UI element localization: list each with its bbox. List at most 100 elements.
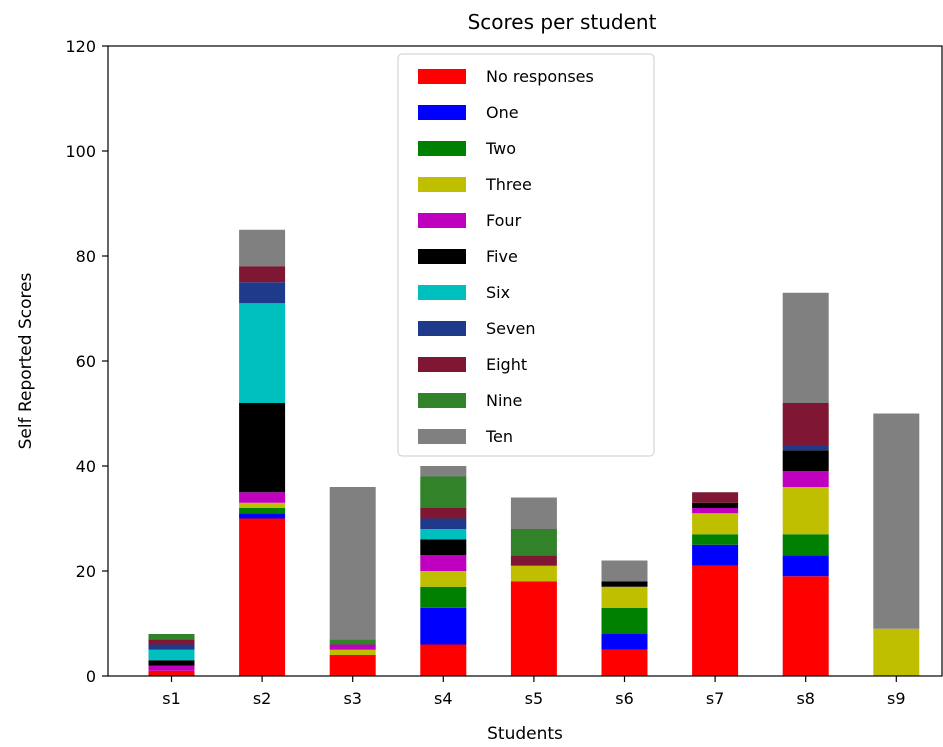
bar-s7-series-3 — [692, 534, 739, 545]
bar-s1-series-7 — [148, 649, 195, 661]
x-tick-label-s2: s2 — [253, 689, 272, 708]
bar-s6-series-11 — [601, 560, 648, 582]
legend-swatch-6 — [418, 249, 466, 264]
bar-s6-series-6 — [601, 581, 648, 587]
y-tick-label: 80 — [76, 247, 96, 266]
legend-swatch-11 — [418, 429, 466, 444]
chart-title: Scores per student — [468, 10, 657, 34]
bar-s5-series-10 — [510, 529, 557, 556]
legend-label-8: Seven — [486, 319, 535, 338]
bar-s8-series-8 — [782, 445, 829, 451]
legend-swatch-10 — [418, 393, 466, 408]
bar-s8-series-11 — [782, 292, 829, 403]
y-tick-label: 100 — [65, 142, 96, 161]
bar-s6-series-2 — [601, 634, 648, 650]
x-tick-label-s1: s1 — [162, 689, 181, 708]
bar-s1-series-8 — [148, 644, 195, 650]
bar-s6-series-4 — [601, 586, 648, 608]
bar-s5-series-1 — [510, 581, 557, 676]
x-tick-label-s4: s4 — [434, 689, 453, 708]
bar-s2-series-6 — [239, 403, 286, 493]
legend-swatch-9 — [418, 357, 466, 372]
bar-s7-series-9 — [692, 492, 739, 503]
bar-s4-series-2 — [420, 607, 467, 645]
bar-s7-series-4 — [692, 513, 739, 535]
bar-s7-series-5 — [692, 508, 739, 514]
legend: No responses One Two Three Four Five Six Seven E… — [397, 53, 655, 457]
bar-s4-series-8 — [420, 518, 467, 529]
bar-s8-series-4 — [782, 487, 829, 535]
bar-s3-series-5 — [329, 644, 376, 650]
y-axis: 0 20 40 60 80 100 120 — [65, 37, 108, 686]
bar-s5-series-11 — [510, 497, 557, 529]
bar-s2-series-1 — [239, 518, 286, 676]
legend-label-7: Six — [486, 283, 510, 302]
x-tick-label-s7: s7 — [706, 689, 725, 708]
bar-s3-series-10 — [329, 639, 376, 645]
bar-s1-series-6 — [148, 660, 195, 666]
x-tick-label-s5: s5 — [525, 689, 544, 708]
legend-swatch-5 — [418, 213, 466, 228]
legend-swatch-1 — [418, 69, 466, 84]
bar-s7-series-1 — [692, 565, 739, 676]
y-tick-label: 40 — [76, 457, 96, 476]
bar-s9-series-11 — [873, 413, 920, 629]
bar-s9-series-4 — [873, 628, 920, 676]
bar-s2-series-4 — [239, 502, 286, 508]
bar-s1-series-1 — [148, 670, 195, 676]
legend-label-1: No responses — [486, 67, 594, 86]
bars-layer — [148, 229, 920, 676]
bar-s5-series-9 — [510, 555, 557, 566]
bar-s7-series-6 — [692, 502, 739, 508]
legend-label-2: One — [486, 103, 519, 122]
bar-s4-series-11 — [420, 466, 467, 477]
bar-s8-series-3 — [782, 534, 829, 556]
bar-s4-series-6 — [420, 539, 467, 556]
bar-s5-series-4 — [510, 565, 557, 582]
x-axis: s1 s2 s3 s4 s5 s6 s7 s8 s9 — [162, 676, 906, 708]
bar-s2-series-2 — [239, 513, 286, 519]
legend-items: No responses One Two Three Four Five Six Seven E… — [418, 67, 594, 446]
x-tick-label-s9: s9 — [887, 689, 906, 708]
bar-s4-series-5 — [420, 555, 467, 571]
y-axis-label: Self Reported Scores — [16, 272, 36, 449]
bar-s2-series-7 — [239, 303, 286, 403]
bar-s6-series-1 — [601, 649, 648, 676]
bar-s3-series-4 — [329, 649, 376, 655]
y-tick-label: 20 — [76, 562, 96, 581]
legend-label-10: Nine — [486, 391, 522, 410]
legend-swatch-7 — [418, 285, 466, 300]
bar-s8-series-9 — [782, 403, 829, 445]
bar-s3-series-11 — [329, 487, 376, 640]
bar-s4-series-4 — [420, 571, 467, 587]
bar-s2-series-11 — [239, 229, 286, 267]
legend-label-3: Two — [485, 139, 516, 158]
bar-s2-series-3 — [239, 508, 286, 514]
y-tick-label: 0 — [86, 667, 96, 686]
legend-label-9: Eight — [486, 355, 527, 374]
legend-swatch-3 — [418, 141, 466, 156]
bar-s6-series-3 — [601, 607, 648, 634]
bar-s8-series-1 — [782, 576, 829, 676]
bar-s2-series-9 — [239, 266, 286, 283]
x-tick-label-s3: s3 — [343, 689, 362, 708]
bar-s1-series-10 — [148, 634, 195, 640]
bar-s4-series-1 — [420, 644, 467, 676]
legend-label-5: Four — [486, 211, 522, 230]
legend-label-6: Five — [486, 247, 518, 266]
bar-s8-series-6 — [782, 450, 829, 472]
bar-s4-series-7 — [420, 529, 467, 540]
bar-s4-series-10 — [420, 476, 467, 508]
bar-s8-series-5 — [782, 471, 829, 487]
legend-label-4: Three — [485, 175, 532, 194]
x-axis-label: Students — [487, 724, 563, 744]
x-tick-label-s8: s8 — [796, 689, 815, 708]
x-tick-label-s6: s6 — [615, 689, 634, 708]
legend-swatch-2 — [418, 105, 466, 120]
bar-s2-series-5 — [239, 492, 286, 503]
bar-s1-series-9 — [148, 639, 195, 645]
bar-s4-series-9 — [420, 508, 467, 519]
legend-label-11: Ten — [485, 427, 513, 446]
legend-swatch-8 — [418, 321, 466, 336]
